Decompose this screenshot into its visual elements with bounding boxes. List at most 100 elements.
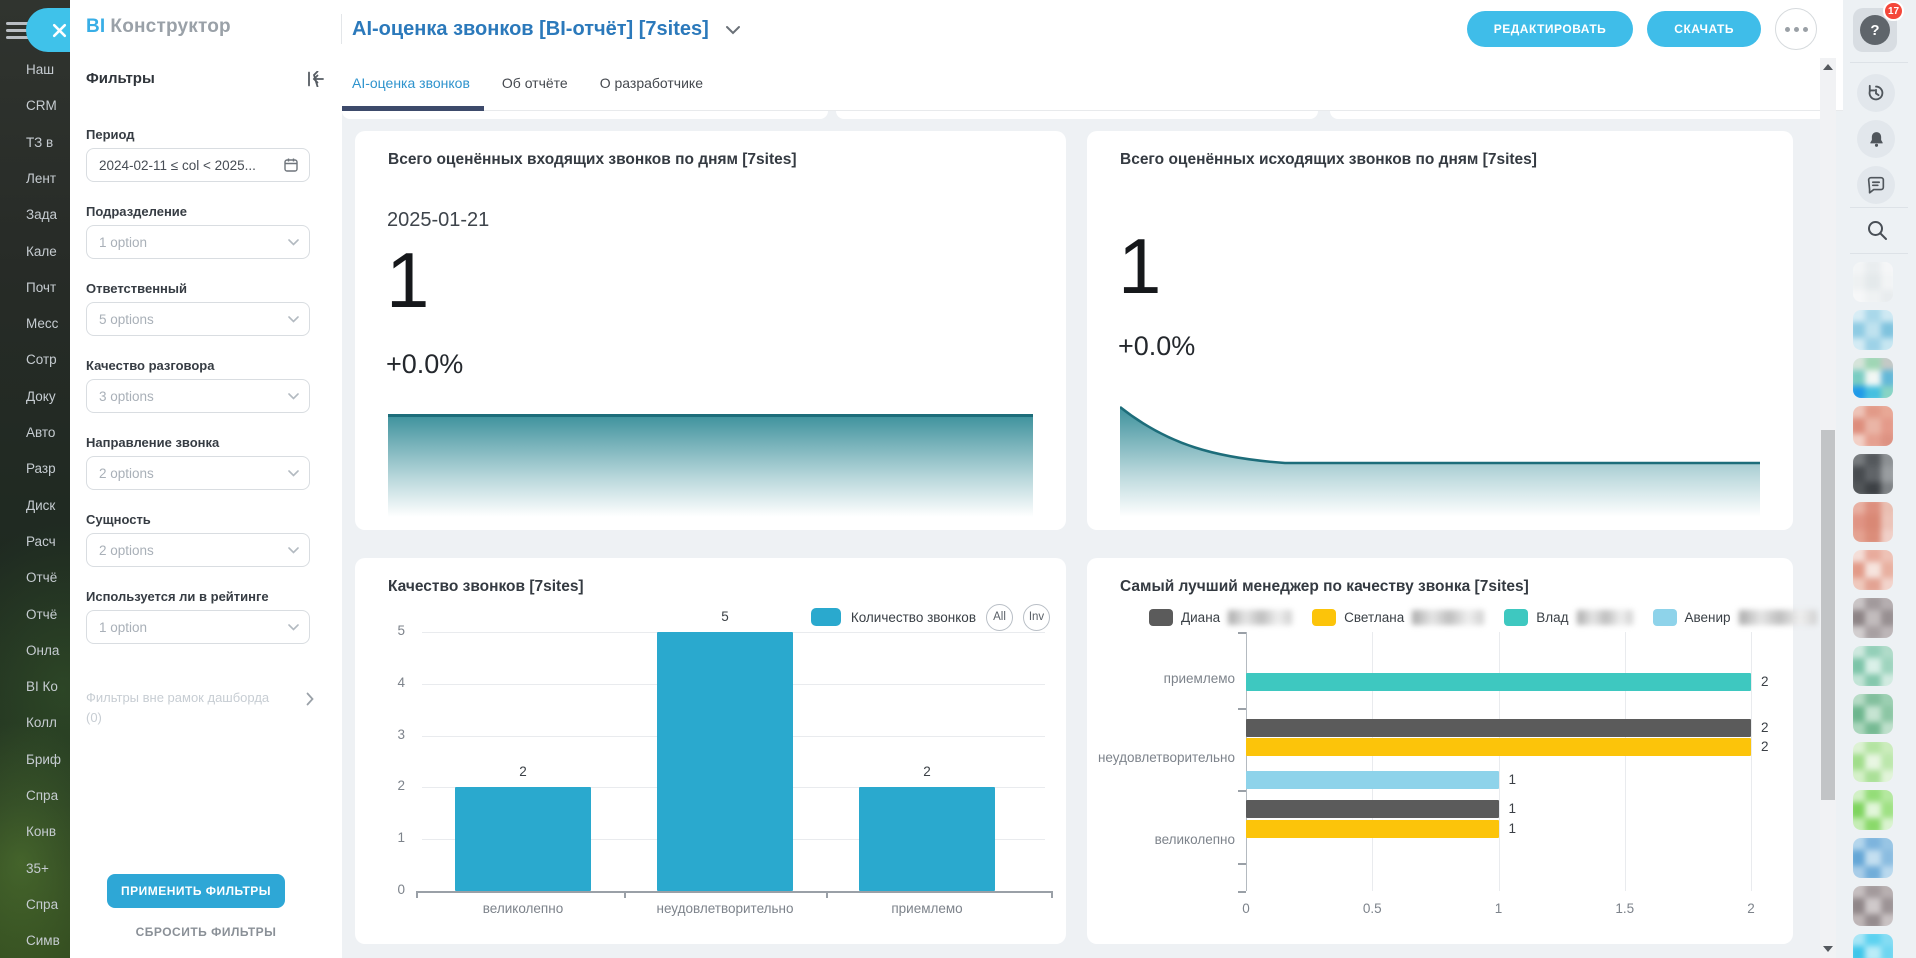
nav-item[interactable]: Спра bbox=[26, 788, 59, 803]
chat-button[interactable] bbox=[1857, 166, 1895, 204]
notifications-button[interactable] bbox=[1857, 120, 1895, 158]
avatar-thumbnail[interactable] bbox=[1853, 742, 1893, 782]
legend-control-all[interactable]: All bbox=[986, 603, 1013, 631]
nav-item[interactable]: Колл bbox=[26, 715, 57, 731]
filter-select[interactable]: 1 option bbox=[86, 610, 310, 644]
nav-item[interactable]: Доку bbox=[26, 388, 56, 404]
avatar-pixel bbox=[1865, 818, 1881, 830]
nav-item[interactable]: Симв bbox=[26, 933, 60, 949]
avatar-thumbnail[interactable] bbox=[1853, 934, 1893, 958]
help-button[interactable]: ? 17 bbox=[1853, 1, 1905, 52]
hbar-Светлана[interactable] bbox=[1246, 738, 1751, 756]
bar-приемлемо[interactable] bbox=[859, 787, 995, 891]
avatar-pixel bbox=[1881, 338, 1893, 350]
rail-divider bbox=[1850, 207, 1908, 208]
nav-item[interactable]: Почт bbox=[26, 279, 57, 295]
close-panel-button[interactable] bbox=[26, 8, 70, 52]
nav-item[interactable]: Авто bbox=[26, 425, 56, 440]
bar-value-label: 1 bbox=[1508, 821, 1517, 836]
legend-item-4[interactable]: Авенир bbox=[1652, 608, 1817, 626]
nav-item[interactable]: Отчё bbox=[26, 570, 58, 586]
bar-неудовлетворительно[interactable] bbox=[657, 632, 793, 891]
legend-control-inv[interactable]: Inv bbox=[1023, 603, 1050, 631]
legend-item-3[interactable]: Влад bbox=[1504, 608, 1633, 626]
nav-item[interactable]: Кале bbox=[26, 243, 57, 259]
avatar-mosaic bbox=[1853, 598, 1893, 638]
more-options-button[interactable] bbox=[1775, 8, 1817, 50]
hbar-Авенир[interactable] bbox=[1246, 771, 1499, 789]
history-button[interactable] bbox=[1857, 74, 1895, 112]
legend-item-2[interactable]: Светлана bbox=[1312, 608, 1485, 626]
nav-item[interactable]: CRM bbox=[26, 98, 57, 114]
nav-item[interactable]: Разр bbox=[26, 461, 56, 477]
avatar-thumbnail[interactable] bbox=[1853, 598, 1893, 638]
avatar-thumbnail[interactable] bbox=[1853, 406, 1893, 446]
nav-item[interactable]: Отчё bbox=[26, 606, 58, 622]
nav-item[interactable]: Спра bbox=[26, 896, 59, 912]
nav-item[interactable]: Онла bbox=[26, 642, 60, 658]
scroll-up-arrow[interactable] bbox=[1823, 64, 1833, 70]
reset-filters-button[interactable]: СБРОСИТЬ ФИЛЬТРЫ bbox=[70, 922, 342, 942]
nav-item[interactable]: Зада bbox=[26, 207, 58, 223]
chevron-down-icon[interactable] bbox=[725, 22, 741, 40]
avatar-thumbnail[interactable] bbox=[1853, 454, 1893, 494]
avatar-pixel bbox=[1853, 562, 1865, 578]
avatar-pixel bbox=[1881, 674, 1893, 686]
avatar-thumbnail[interactable] bbox=[1853, 790, 1893, 830]
nav-item[interactable]: Диск bbox=[26, 497, 56, 513]
nav-item[interactable]: Сотр bbox=[26, 352, 57, 368]
edit-button[interactable]: РЕДАКТИРОВАТЬ bbox=[1466, 11, 1634, 47]
avatar-thumbnail[interactable] bbox=[1853, 262, 1893, 302]
avatar-pixel bbox=[1881, 658, 1893, 674]
download-button[interactable]: СКАЧАТЬ bbox=[1647, 11, 1761, 47]
filter-select[interactable]: 2 options bbox=[86, 456, 310, 490]
avatar-pixel bbox=[1881, 914, 1893, 926]
vertical-scrollbar[interactable] bbox=[1820, 58, 1836, 958]
outer-filters-note[interactable]: Фильтры вне рамок дашборда (0) bbox=[86, 688, 314, 728]
nav-item[interactable]: Бриф bbox=[26, 751, 62, 767]
menu-icon[interactable] bbox=[6, 22, 30, 40]
avatar-thumbnail[interactable] bbox=[1853, 310, 1893, 350]
nav-item[interactable]: Конв bbox=[26, 824, 56, 840]
dashboard-scroll-area[interactable]: Всего оценённых входящих звонков по дням… bbox=[342, 111, 1826, 958]
avatar-thumbnail[interactable] bbox=[1853, 694, 1893, 734]
avatar-pixel bbox=[1865, 562, 1881, 578]
nav-item[interactable]: Наш bbox=[26, 62, 55, 77]
avatar-thumbnail[interactable] bbox=[1853, 838, 1893, 878]
search-button[interactable] bbox=[1865, 218, 1889, 242]
filter-label: Сущность bbox=[86, 512, 151, 527]
nav-item[interactable]: BI Ко bbox=[26, 679, 58, 695]
nav-item[interactable]: Месс bbox=[26, 316, 59, 332]
avatar-pixel bbox=[1881, 610, 1893, 626]
tab-3[interactable]: О разработчике bbox=[599, 75, 703, 91]
avatar-thumbnail[interactable] bbox=[1853, 550, 1893, 590]
avatar-pixel bbox=[1881, 550, 1893, 562]
apply-filters-button[interactable]: ПРИМЕНИТЬ ФИЛЬТРЫ bbox=[107, 874, 285, 908]
hbar-Диана[interactable] bbox=[1246, 800, 1499, 818]
nav-item[interactable]: 35+ bbox=[26, 860, 49, 876]
filter-select[interactable]: 1 option bbox=[86, 225, 310, 259]
hbar-Светлана[interactable] bbox=[1246, 820, 1499, 838]
nav-item[interactable]: ТЗ в bbox=[26, 134, 54, 150]
hbar-Влад[interactable] bbox=[1246, 673, 1751, 691]
app-logo[interactable]: BI Конструктор bbox=[86, 16, 231, 38]
avatar-mosaic bbox=[1853, 742, 1893, 782]
avatar-thumbnail[interactable] bbox=[1853, 646, 1893, 686]
filter-select[interactable]: 2 options bbox=[86, 533, 310, 567]
tab-2[interactable]: Об отчёте bbox=[501, 75, 568, 91]
tab-1[interactable]: AI-оценка звонков bbox=[342, 58, 484, 111]
filter-select[interactable]: 5 options bbox=[86, 302, 310, 336]
avatar-thumbnail[interactable] bbox=[1853, 886, 1893, 926]
scrollbar-thumb[interactable] bbox=[1821, 430, 1835, 800]
avatar-thumbnail[interactable] bbox=[1853, 502, 1893, 542]
filter-select[interactable]: 3 options bbox=[86, 379, 310, 413]
avatar-thumbnail[interactable] bbox=[1853, 358, 1893, 398]
nav-item[interactable]: Расч bbox=[26, 533, 56, 549]
hbar-Диана[interactable] bbox=[1246, 719, 1751, 737]
nav-item[interactable]: Лент bbox=[26, 170, 57, 186]
bar-великолепно[interactable] bbox=[455, 787, 591, 891]
collapse-filters-icon[interactable] bbox=[306, 70, 326, 87]
legend-item-1[interactable]: Диана bbox=[1149, 608, 1293, 626]
scroll-down-arrow[interactable] bbox=[1823, 946, 1833, 952]
date-range-input[interactable]: 2024-02-11 ≤ col < 2025... bbox=[86, 148, 310, 182]
